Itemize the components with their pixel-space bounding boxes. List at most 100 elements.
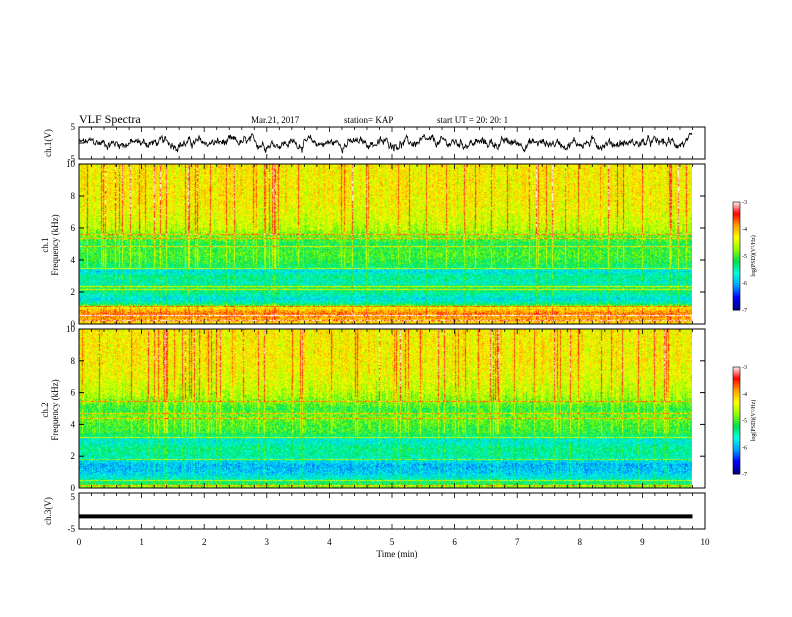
colorbar-cell <box>733 436 740 439</box>
colorbar-cell <box>733 375 740 379</box>
colorbar-cell <box>733 306 740 309</box>
ch2-spectrogram-ytick-label: 10 <box>66 324 76 334</box>
colorbar-label: log(PSD)(V²/Hz) <box>750 235 757 276</box>
colorbar-cell <box>733 370 740 373</box>
ch1-spectrogram-image <box>79 164 692 324</box>
colorbar-cell <box>733 443 740 446</box>
colorbar-cell <box>733 218 740 221</box>
ch2-spectrogram-ylabel-top: ch.2 <box>40 402 50 417</box>
colorbar-cell <box>733 232 740 235</box>
colorbar-cell <box>733 209 740 212</box>
colorbar-tick-label: -6 <box>742 281 747 287</box>
colorbar-cell <box>733 243 740 246</box>
colorbar-label: log(PSD)(V²/Hz) <box>750 400 757 441</box>
x-tick-label: 1 <box>139 537 144 547</box>
ch1-spectrogram-ytick-label: 6 <box>71 223 76 233</box>
colorbar-cell <box>733 445 740 448</box>
colorbar-cell <box>733 452 740 455</box>
colorbar-cell <box>733 422 740 425</box>
x-tick-label: 0 <box>77 537 82 547</box>
colorbar-cell <box>733 248 740 252</box>
ch2-spectrogram-image <box>79 329 692 488</box>
ch2-spectrogram-ytick-label: 4 <box>71 419 76 429</box>
x-tick-label: 2 <box>202 537 207 547</box>
colorbar-cell <box>733 438 740 441</box>
colorbar-cell <box>733 292 740 295</box>
x-tick-label: 3 <box>265 537 270 547</box>
colorbar-cell <box>733 247 740 250</box>
colorbar-cell <box>733 384 740 388</box>
colorbar-cell <box>733 279 740 282</box>
colorbar-cell <box>733 465 740 468</box>
colorbar-frame <box>732 201 741 311</box>
colorbar-cell <box>733 234 740 237</box>
x-tick-label: 4 <box>327 537 332 547</box>
colorbar-cell <box>733 274 740 277</box>
ch1-waveform-ylabel: ch.1(V) <box>43 129 53 157</box>
ch2-spectrogram-ytick-label: 8 <box>71 356 76 366</box>
colorbar-cell <box>733 295 740 298</box>
colorbar-cell <box>733 372 740 375</box>
colorbar-cell <box>733 413 740 416</box>
colorbar-tick-label: -6 <box>742 445 747 451</box>
colorbar-cell <box>733 395 740 398</box>
ch1-waveform-panel: 5 -5 <box>68 122 706 164</box>
x-axis-label: Time (min) <box>377 549 418 559</box>
date-label: Mar.21, 2017 <box>251 115 300 125</box>
colorbar-cell <box>733 399 740 402</box>
colorbar-cell <box>733 383 740 386</box>
colorbar-cell <box>733 400 740 404</box>
colorbar-cell <box>733 265 740 268</box>
start-time-label: start UT = 20: 20: 1 <box>437 115 508 125</box>
ch1-spectrogram-ytick-label: 8 <box>71 191 76 201</box>
colorbar-cell <box>733 447 740 450</box>
colorbar-cell <box>733 245 740 248</box>
ch1-spectrogram-ytick-label: 0 <box>71 319 76 329</box>
colorbar-cell <box>733 259 740 262</box>
colorbar-cell <box>733 406 740 409</box>
ch2-spectrogram-ylabel: Frequency (kHz) <box>50 379 60 440</box>
colorbar-cell <box>733 381 740 384</box>
ch2-spectrogram-ytick-label: 0 <box>71 483 76 493</box>
colorbar-tick-label: -3 <box>742 365 747 371</box>
colorbar-cell <box>733 466 740 470</box>
ch1-colorbar: -3 -4 -5 -6 -7 log(PSD)(V²/Hz) <box>732 200 757 314</box>
x-tick-label: 5 <box>390 537 395 547</box>
colorbar-cell <box>733 299 740 302</box>
colorbar-cell <box>733 212 740 216</box>
colorbar-cell <box>733 205 740 208</box>
colorbar-cell <box>733 203 740 207</box>
colorbar-cell <box>733 427 740 430</box>
ch1-spectrogram-ytick-label: 10 <box>66 159 76 169</box>
x-tick-label: 7 <box>515 537 520 547</box>
colorbar-cell <box>733 211 740 214</box>
colorbar-cell <box>733 425 740 429</box>
colorbar-cell <box>733 397 740 400</box>
colorbar-cell <box>733 472 740 475</box>
colorbar-cell <box>733 441 740 445</box>
colorbar-cell <box>733 302 740 306</box>
colorbar-cell <box>733 415 740 418</box>
colorbar-cell <box>733 416 740 420</box>
x-tick-label: 9 <box>640 537 645 547</box>
colorbar-frame <box>732 366 741 475</box>
colorbar-cell <box>733 440 740 443</box>
colorbar-cell <box>733 236 740 239</box>
colorbar-tick-label: -4 <box>742 392 747 398</box>
colorbar-cell <box>733 386 740 389</box>
colorbar-tick-label: -7 <box>742 308 747 314</box>
colorbar-cell <box>733 221 740 225</box>
colorbar-cell <box>733 461 740 464</box>
time-axis: 0 1 2 3 4 5 6 7 8 9 10 <box>77 537 710 547</box>
colorbar-cell <box>733 402 740 405</box>
figure-title: VLF Spectra <box>79 112 141 126</box>
colorbar-cell <box>733 408 740 411</box>
colorbar-cell <box>733 223 740 226</box>
colorbar-cell <box>733 252 740 255</box>
ch2-spectrogram-ytick-label: 6 <box>71 388 76 398</box>
colorbar-cell <box>733 308 740 311</box>
ch1-spectrogram-ytick-label: 4 <box>71 255 76 265</box>
colorbar-cell <box>733 411 740 414</box>
ch2-spectrogram-ytick-label: 2 <box>71 451 76 461</box>
